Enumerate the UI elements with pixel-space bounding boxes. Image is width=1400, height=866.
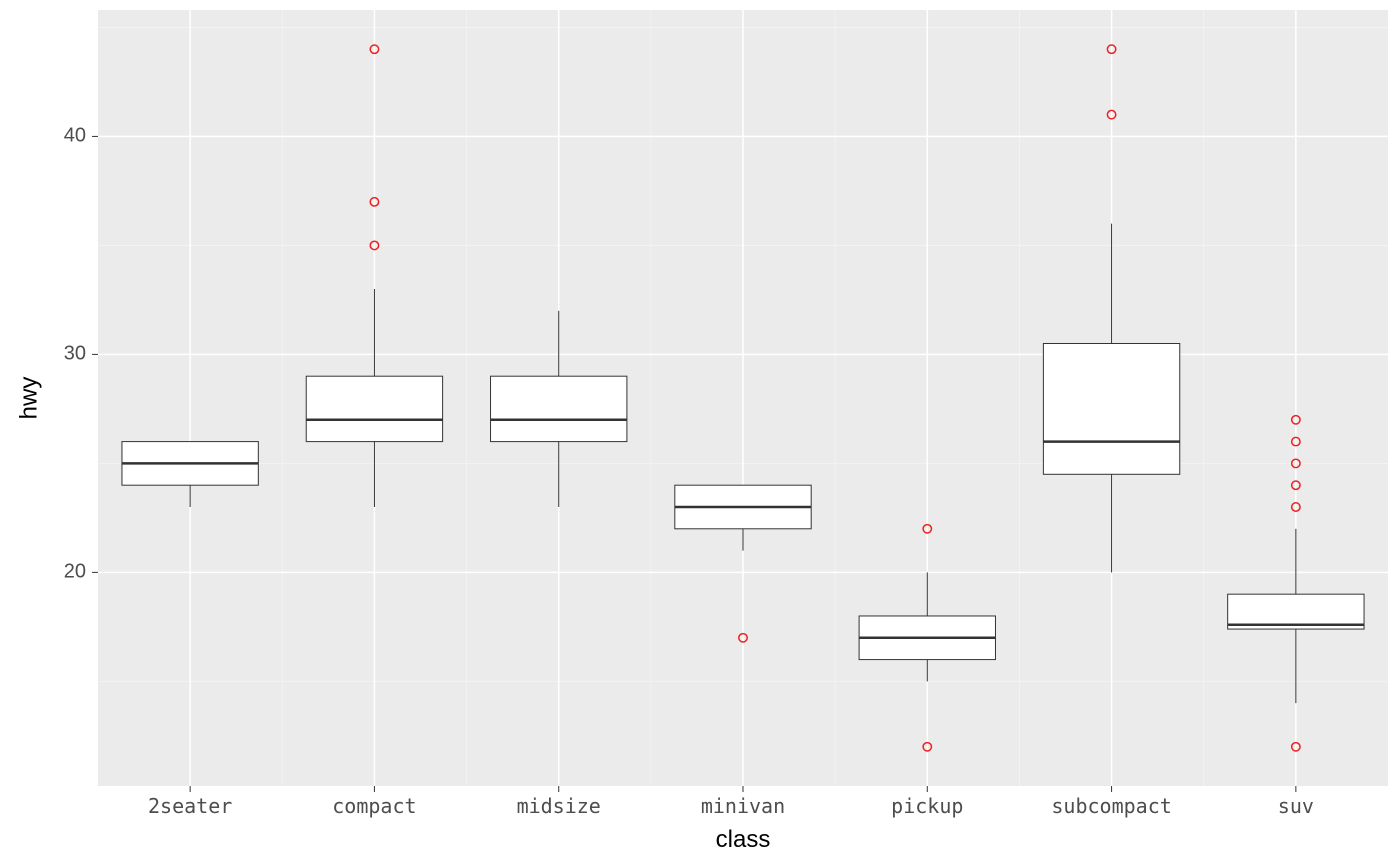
x-tick-label: 2seater [148,794,232,818]
y-tick-label: 20 [64,561,86,583]
boxplot-chart: 20 30 40 hwy 2seater compact midsize minivan pic… [0,0,1400,866]
x-axis: 2seater compact midsize minivan pickup subcom… [148,786,1314,818]
x-tick-label: suv [1278,794,1314,818]
x-tick-label: compact [332,794,416,818]
y-axis-title: hwy [15,377,42,420]
x-tick-label: minivan [701,794,785,818]
y-tick-label: 40 [64,125,86,147]
y-axis: 20 30 40 [64,125,98,583]
x-axis-title: class [716,826,771,853]
x-tick-label: subcompact [1051,794,1171,818]
y-tick-label: 30 [64,343,86,365]
x-tick-label: midsize [517,794,601,818]
x-tick-label: pickup [891,794,963,818]
